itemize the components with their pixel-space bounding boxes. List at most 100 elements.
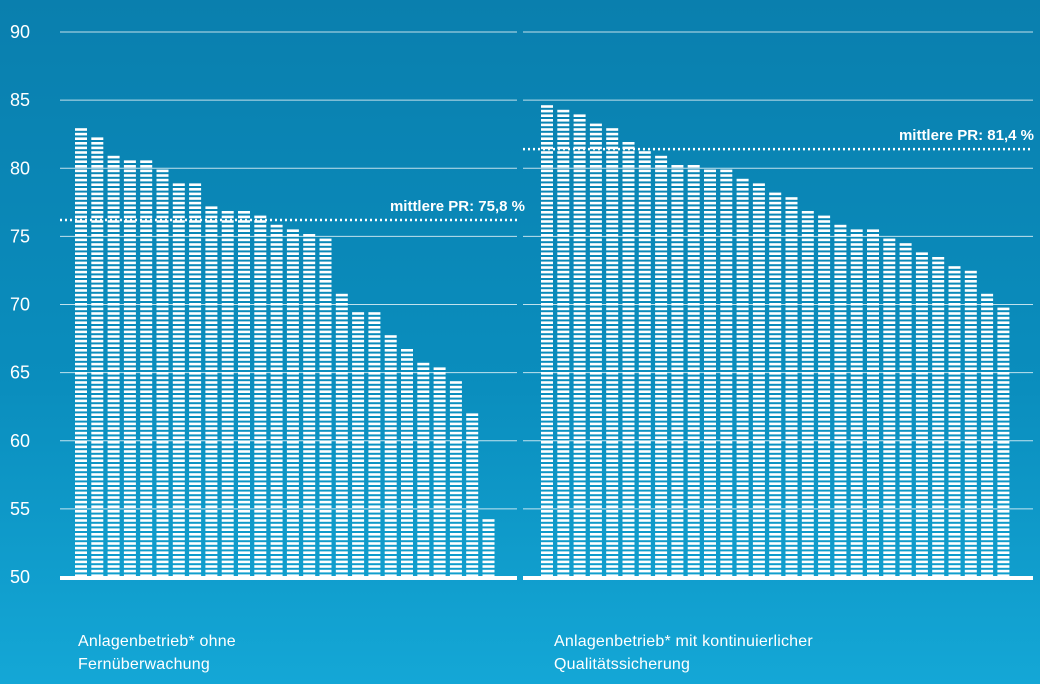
- bar-slice: [785, 224, 798, 228]
- bar-slice: [401, 491, 413, 495]
- bar-slice: [932, 266, 945, 269]
- bar-slice: [433, 560, 446, 564]
- bar-slice: [638, 445, 651, 449]
- bar-slice: [981, 505, 994, 508]
- bar-slice: [352, 551, 365, 554]
- bar-slice: [156, 174, 169, 177]
- bar-slice: [997, 358, 1010, 361]
- bar-slice: [140, 358, 153, 361]
- bar-slice: [401, 395, 413, 398]
- bar-slice: [466, 413, 479, 416]
- bar-slice: [964, 464, 977, 467]
- bar-slice: [687, 450, 700, 453]
- bar-slice: [156, 459, 169, 462]
- bar-slice: [867, 473, 879, 476]
- bar-slice: [720, 303, 733, 306]
- bar-slice: [606, 510, 619, 513]
- bar-slice: [769, 482, 782, 485]
- bar-slice: [606, 367, 619, 370]
- bar-slice: [883, 482, 896, 485]
- bar-slice: [801, 252, 814, 255]
- bar-slice: [638, 491, 651, 495]
- bar-slice: [221, 473, 234, 476]
- bar: [417, 362, 430, 577]
- bar-slice: [687, 307, 700, 311]
- bar-slice: [384, 487, 397, 490]
- bar-slice: [156, 238, 169, 242]
- bar-slice: [557, 556, 570, 559]
- bar-slice: [622, 491, 635, 495]
- bar-slice: [449, 399, 462, 403]
- bar-slice: [964, 537, 977, 541]
- bar-slice: [932, 280, 945, 283]
- bar-slice: [606, 280, 619, 283]
- bar-slice: [573, 514, 586, 518]
- bar-slice: [915, 500, 928, 504]
- bar-slice: [964, 468, 977, 472]
- bar-slice: [91, 542, 104, 545]
- bar-slice: [899, 339, 912, 343]
- bar-slice: [557, 565, 570, 568]
- bar-slice: [704, 546, 716, 550]
- bar-slice: [156, 243, 169, 246]
- bar-slice: [75, 215, 87, 219]
- bar-slice: [883, 307, 896, 311]
- bar-slice: [107, 574, 120, 577]
- bar-slice: [622, 372, 635, 375]
- bar-slice: [736, 367, 749, 370]
- bar-slice: [655, 358, 668, 361]
- bar-slice: [671, 537, 684, 541]
- bar-slice: [850, 427, 863, 430]
- bar-slice: [818, 335, 831, 338]
- bar-slice: [352, 358, 365, 361]
- bar-slice: [557, 427, 570, 430]
- bar-slice: [964, 395, 977, 398]
- bar-slice: [801, 349, 814, 352]
- bar-slice: [834, 316, 847, 320]
- bar-slice: [449, 528, 462, 531]
- bar-slice: [270, 344, 283, 347]
- bar-slice: [948, 353, 961, 357]
- bar-slice: [205, 372, 218, 375]
- bar-slice: [948, 381, 961, 384]
- bar-slice: [720, 243, 733, 246]
- bar-slice: [384, 574, 397, 577]
- bar-slice: [932, 353, 945, 357]
- bar-slice: [834, 362, 847, 366]
- bar-slice: [221, 330, 234, 334]
- bar-slice: [75, 197, 87, 200]
- bar-slice: [368, 436, 381, 439]
- bar-slice: [91, 165, 104, 168]
- bar-slice: [123, 211, 136, 214]
- bar-slice: [254, 247, 267, 251]
- bar-slice: [91, 201, 104, 205]
- bar-slice: [638, 454, 651, 458]
- bar-slice: [655, 353, 668, 357]
- bar-slice: [573, 546, 586, 550]
- bar-slice: [270, 505, 283, 508]
- bar-slice: [541, 178, 553, 182]
- bar-slice: [319, 293, 332, 297]
- bar-slice: [997, 418, 1010, 421]
- bar-slice: [221, 482, 234, 485]
- bar-slice: [867, 247, 879, 251]
- bar-slice: [867, 413, 879, 416]
- bar-slice: [687, 441, 700, 444]
- bar-slice: [205, 381, 218, 384]
- bar-slice: [589, 280, 602, 283]
- bar-slice: [932, 312, 945, 315]
- bar-slice: [785, 247, 798, 251]
- bar-slice: [75, 385, 87, 389]
- bar-slice: [123, 510, 136, 513]
- bar-slice: [997, 441, 1010, 444]
- bar-slice: [433, 399, 446, 403]
- bar-slice: [915, 533, 928, 536]
- bar-slice: [785, 266, 798, 269]
- bar-slice: [687, 569, 700, 573]
- bar-slice: [238, 505, 250, 508]
- bar-slice: [899, 270, 912, 274]
- bar-slice: [915, 574, 928, 577]
- bar-slice: [997, 335, 1010, 338]
- bar-slice: [107, 197, 120, 200]
- bar-slice: [557, 326, 570, 329]
